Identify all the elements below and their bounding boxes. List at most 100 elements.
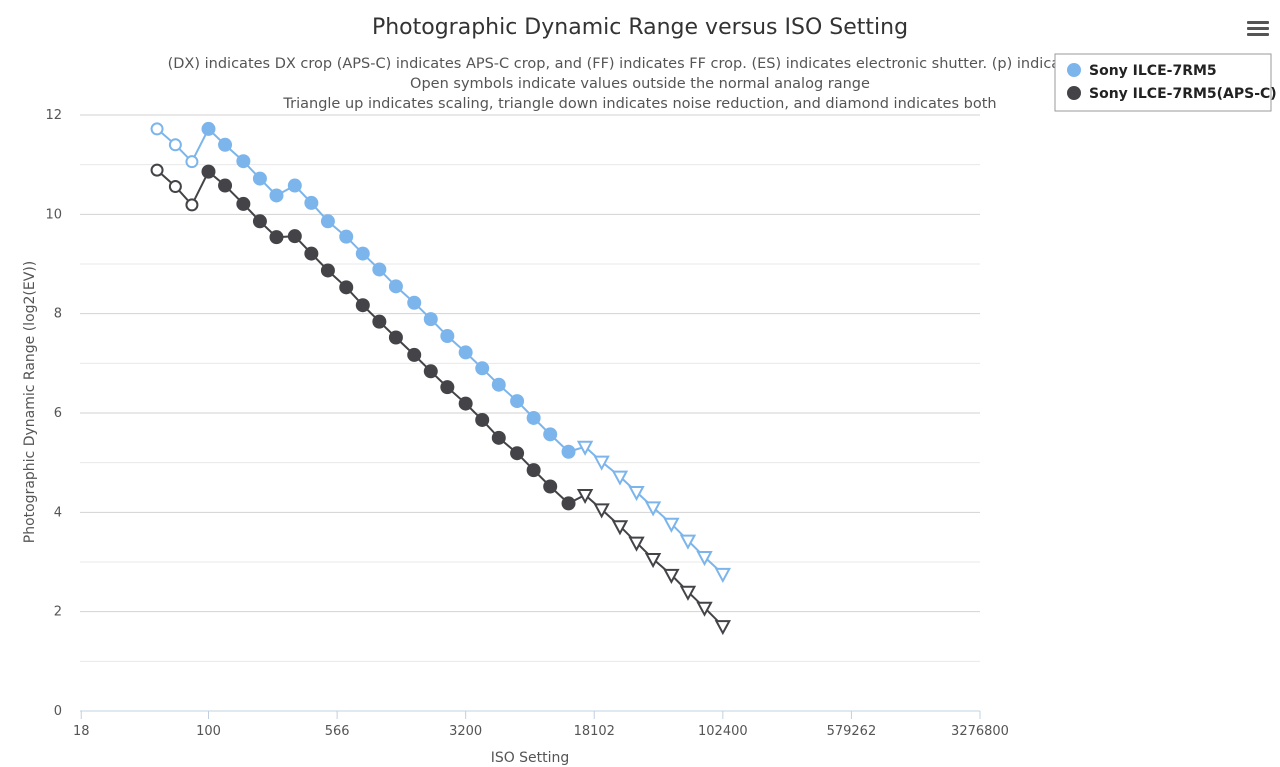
- data-point-triangle-down: [679, 534, 697, 550]
- data-point: [372, 262, 387, 277]
- data-point: [510, 394, 525, 409]
- data-point: [440, 380, 455, 395]
- data-point: [561, 444, 576, 459]
- data-point: [304, 246, 319, 261]
- x-tick-label: 3200: [449, 724, 482, 739]
- data-point: [287, 178, 302, 193]
- data-point: [269, 188, 284, 203]
- data-point: [218, 178, 233, 193]
- legend-item-sony-ilce-7rm5[interactable]: Sony ILCE-7RM5: [1067, 63, 1217, 79]
- data-point: [320, 263, 335, 278]
- data-point-open: [150, 122, 164, 136]
- data-point: [407, 295, 422, 310]
- data-point: [372, 314, 387, 329]
- data-point: [269, 230, 284, 245]
- legend-box: [1054, 53, 1272, 112]
- data-point-triangle-down: [628, 536, 645, 552]
- data-point: [236, 154, 251, 169]
- data-point: [236, 196, 251, 211]
- chart-title: Photographic Dynamic Range versus ISO Se…: [372, 15, 908, 40]
- menu-bar-3: [1247, 33, 1269, 36]
- menu-bar-2: [1247, 27, 1269, 30]
- x-tick-label: 102400: [698, 724, 748, 739]
- data-point: [320, 214, 335, 229]
- x-axis-ticks: 18 100 566 3200 18102 102400 579262 3276800: [73, 711, 1009, 739]
- data-point-open: [168, 138, 182, 152]
- data-point: [491, 430, 506, 445]
- legend-label-sony-ilce-7rm5-aps-c: Sony ILCE-7RM5(APS-C): [1089, 86, 1277, 102]
- data-point-open: [185, 155, 199, 169]
- data-point: [526, 410, 541, 425]
- x-tick-label: 579262: [827, 724, 877, 739]
- x-tick-label: 18: [73, 724, 90, 739]
- data-point-triangle-down: [593, 503, 610, 519]
- data-point-triangle-down: [663, 568, 680, 585]
- y-tick-label: 4: [54, 505, 62, 520]
- data-point: [304, 195, 319, 210]
- data-point-open: [150, 163, 164, 177]
- y-tick-label: 12: [45, 108, 62, 123]
- data-point: [440, 329, 455, 344]
- data-point-triangle-down: [696, 601, 713, 617]
- data-point-open: [185, 198, 199, 212]
- data-point: [510, 446, 525, 461]
- data-point: [423, 364, 438, 379]
- data-point: [252, 171, 267, 186]
- series-layer: [150, 121, 732, 636]
- data-point: [526, 463, 541, 478]
- x-tick-label: 100: [196, 724, 221, 739]
- data-point: [355, 298, 370, 313]
- data-point: [423, 312, 438, 327]
- data-point: [355, 246, 370, 261]
- data-point: [339, 280, 354, 295]
- data-point-open: [168, 180, 182, 194]
- data-point-triangle-down: [663, 517, 680, 533]
- x-tick-label: 566: [325, 724, 350, 739]
- series-sony-ilce-7rm5-aps-c: [150, 163, 732, 636]
- data-point: [388, 330, 403, 345]
- data-point-triangle-down: [696, 551, 713, 567]
- hamburger-menu-icon[interactable]: [1244, 18, 1272, 44]
- chart-subtitle-line-2: Open symbols indicate values outside the…: [410, 76, 870, 92]
- data-point: [458, 345, 473, 360]
- data-point: [458, 396, 473, 411]
- data-point-triangle-down: [714, 620, 732, 636]
- data-point: [543, 427, 558, 442]
- chart-subtitle-line-1: (DX) indicates DX crop (APS-C) indicates…: [168, 56, 1113, 72]
- y-axis-label: Photographic Dynamic Range (log2(EV)): [22, 261, 38, 544]
- series-sony-ilce-7rm5: [150, 121, 732, 584]
- data-point-triangle-down: [679, 585, 697, 601]
- data-point-triangle-down: [576, 488, 594, 505]
- x-tick-label: 18102: [574, 724, 615, 739]
- data-point-triangle-down: [593, 455, 610, 471]
- legend-item-sony-ilce-7rm5-aps-c[interactable]: Sony ILCE-7RM5(APS-C): [1067, 86, 1277, 102]
- data-point-triangle-down: [644, 553, 662, 569]
- grid-layer: [80, 114, 980, 662]
- legend-marker-sony-ilce-7rm5: [1067, 63, 1081, 77]
- data-point: [475, 361, 490, 376]
- chart-subtitle-line-3: Triangle up indicates scaling, triangle …: [282, 96, 996, 112]
- y-tick-label: 6: [54, 406, 62, 421]
- x-axis-label: ISO Setting: [491, 750, 570, 766]
- y-tick-label: 8: [54, 307, 62, 322]
- data-point: [339, 229, 354, 244]
- data-point: [407, 347, 422, 362]
- data-point: [543, 479, 558, 494]
- legend-marker-sony-ilce-7rm5-aps-c: [1067, 86, 1081, 100]
- x-tick-label: 3276800: [951, 724, 1009, 739]
- data-point-triangle-down: [611, 470, 629, 486]
- data-point: [201, 121, 216, 136]
- y-tick-label: 10: [45, 207, 62, 222]
- data-point-triangle-down: [714, 567, 732, 584]
- data-point: [388, 279, 403, 294]
- data-point: [201, 164, 216, 179]
- data-point: [287, 229, 302, 244]
- legend: Sony ILCE-7RM5 Sony ILCE-7RM5(APS-C): [1054, 53, 1277, 112]
- data-point-triangle-down: [644, 501, 662, 517]
- y-tick-label: 2: [54, 605, 62, 620]
- y-axis-ticks: 0 2 4 6 8 10 12: [45, 108, 62, 719]
- menu-bar-1: [1247, 21, 1269, 24]
- y-tick-label: 0: [54, 704, 62, 719]
- data-point-triangle-down: [611, 520, 629, 536]
